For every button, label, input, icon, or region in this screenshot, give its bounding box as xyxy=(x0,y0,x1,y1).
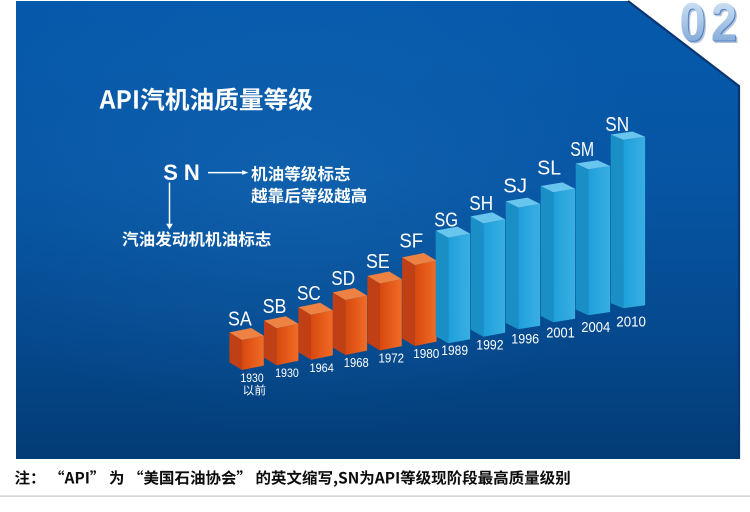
svg-text:1996: 1996 xyxy=(511,331,539,347)
svg-text:SC: SC xyxy=(297,282,321,305)
svg-text:SE: SE xyxy=(366,250,390,273)
svg-text:02: 02 xyxy=(681,0,744,53)
svg-text:SN: SN xyxy=(163,160,206,185)
svg-text:1968: 1968 xyxy=(344,356,369,370)
svg-text:1930: 1930 xyxy=(275,366,299,380)
svg-text:1972: 1972 xyxy=(379,351,405,366)
svg-text:1989: 1989 xyxy=(441,343,468,358)
svg-text:1964: 1964 xyxy=(310,361,334,375)
svg-text:02: 02 xyxy=(680,0,743,52)
svg-text:SM: SM xyxy=(570,138,594,161)
svg-text:SB: SB xyxy=(263,295,287,318)
svg-text:SD: SD xyxy=(331,267,355,290)
svg-text:1980: 1980 xyxy=(413,346,439,361)
svg-text:SH: SH xyxy=(469,192,493,215)
svg-text:1930: 1930 xyxy=(241,371,264,385)
svg-text:1992: 1992 xyxy=(476,337,503,353)
svg-text:SF: SF xyxy=(399,230,423,253)
svg-text:SN: SN xyxy=(605,113,629,136)
svg-text:2010: 2010 xyxy=(616,313,646,330)
svg-text:SA: SA xyxy=(228,308,252,331)
svg-text:SL: SL xyxy=(537,157,561,180)
svg-text:2004: 2004 xyxy=(581,320,610,336)
svg-text:SJ: SJ xyxy=(503,175,527,198)
svg-text:02: 02 xyxy=(682,0,745,55)
svg-text:2001: 2001 xyxy=(546,326,574,342)
svg-text:SG: SG xyxy=(434,209,458,232)
